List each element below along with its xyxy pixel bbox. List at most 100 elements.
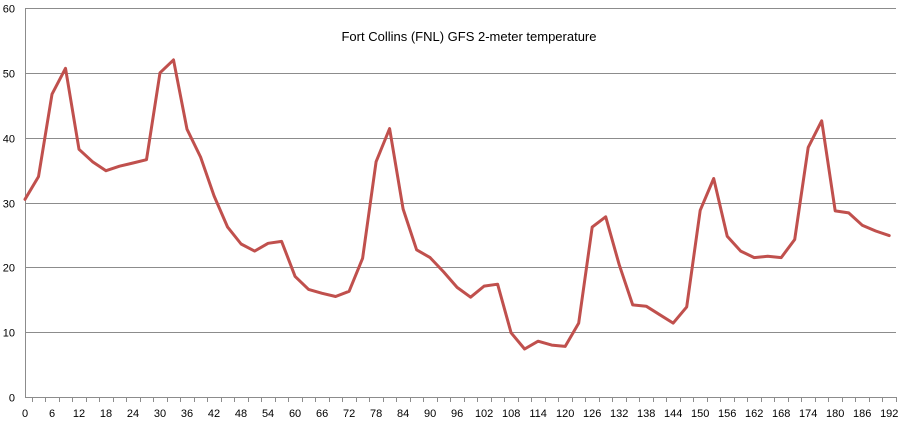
x-tick-label: 42: [208, 408, 220, 420]
data-point: [536, 340, 540, 343]
data-point: [509, 331, 513, 334]
x-tick-label: 12: [73, 408, 85, 420]
data-point: [428, 256, 432, 259]
y-tick-label: 40: [3, 134, 15, 146]
x-tick-label: 48: [235, 408, 247, 420]
data-point: [131, 161, 135, 165]
data-point: [199, 155, 202, 159]
x-tick-label: 18: [100, 408, 112, 420]
data-point: [118, 165, 121, 168]
chart-title: Fort Collins (FNL) GFS 2-meter temperatu…: [341, 29, 596, 44]
data-point: [104, 169, 108, 172]
data-point: [482, 284, 486, 288]
data-point: [591, 225, 594, 229]
data-point: [185, 128, 189, 131]
data-point: [455, 286, 459, 289]
x-tick-label: 156: [718, 408, 736, 420]
data-point: [50, 93, 54, 96]
data-point: [401, 207, 405, 211]
x-tick-label: 180: [826, 408, 844, 420]
data-point: [847, 211, 850, 215]
x-tick-label: 144: [664, 408, 682, 420]
gridlines: [25, 8, 896, 333]
data-point: [618, 263, 621, 266]
y-tick-label: 10: [3, 328, 15, 340]
data-point: [699, 209, 702, 212]
x-tick-label: 132: [610, 408, 628, 420]
data-point: [226, 225, 229, 229]
x-tick-label: 174: [799, 408, 817, 420]
data-point: [415, 248, 418, 251]
x-tick-label: 126: [583, 408, 601, 420]
x-tick-label: 186: [853, 408, 871, 420]
y-tick-label: 20: [3, 263, 15, 275]
data-point: [753, 256, 756, 259]
data-point: [347, 290, 351, 293]
data-point: [564, 345, 567, 348]
data-point: [212, 194, 216, 198]
data-point: [550, 343, 553, 347]
data-point: [793, 238, 796, 241]
data-point: [307, 288, 310, 291]
x-tick-label: 6: [49, 408, 55, 420]
x-tick-label: 192: [880, 408, 898, 420]
data-point: [685, 305, 688, 309]
data-point: [77, 148, 81, 151]
x-tick-label: 120: [556, 408, 574, 420]
data-point: [280, 240, 283, 243]
x-tick-label: 90: [424, 408, 436, 420]
x-tick-label: 36: [181, 408, 193, 420]
data-point: [807, 146, 810, 149]
data-point: [469, 296, 472, 299]
x-tick-label: 138: [637, 408, 655, 420]
data-point: [361, 257, 364, 260]
data-point: [239, 242, 243, 246]
y-tick-label: 50: [3, 69, 15, 81]
series-line-0: [23, 58, 891, 351]
data-point: [874, 229, 877, 233]
data-point: [523, 347, 526, 351]
data-point: [293, 275, 297, 278]
data-point: [645, 305, 648, 308]
series: [23, 58, 891, 351]
x-tick-label: 96: [451, 408, 463, 420]
data-point: [888, 234, 891, 237]
data-point: [388, 127, 391, 130]
x-tick-label: 66: [316, 408, 328, 420]
x-tick-labels: 0 6 12 18 24 30 36 42 48 54 60 66 72 78 84 90 96 102 108 11…: [22, 408, 898, 420]
data-point: [23, 198, 27, 201]
x-tick-label: 54: [262, 408, 274, 420]
data-point: [145, 158, 148, 161]
x-tick-label: 108: [502, 408, 520, 420]
data-point: [577, 321, 580, 325]
y-tick-label: 30: [3, 199, 15, 211]
x-tick-label: 162: [745, 408, 763, 420]
x-tick-label: 0: [22, 408, 28, 420]
data-point: [496, 283, 499, 286]
data-point: [320, 292, 324, 295]
data-point: [726, 235, 729, 238]
data-point: [739, 249, 742, 253]
data-point: [253, 249, 256, 253]
data-point: [672, 321, 675, 325]
data-point: [766, 255, 769, 258]
data-point: [374, 160, 378, 163]
x-tick-label: 84: [397, 408, 409, 420]
data-point: [834, 209, 837, 213]
data-point: [861, 224, 864, 227]
data-point: [442, 270, 445, 274]
data-point: [266, 242, 270, 245]
data-point: [820, 119, 823, 123]
x-tick-label: 72: [343, 408, 355, 420]
data-point: [604, 215, 607, 218]
data-point: [780, 256, 783, 259]
x-tick-label: 30: [154, 408, 166, 420]
data-point: [658, 313, 661, 316]
x-tick-label: 60: [289, 408, 301, 420]
data-point: [37, 175, 40, 178]
x-tick-label: 168: [772, 408, 790, 420]
x-tick-label: 114: [529, 408, 547, 420]
x-tick-label: 78: [370, 408, 382, 420]
y-tick-label: 0: [9, 393, 15, 405]
